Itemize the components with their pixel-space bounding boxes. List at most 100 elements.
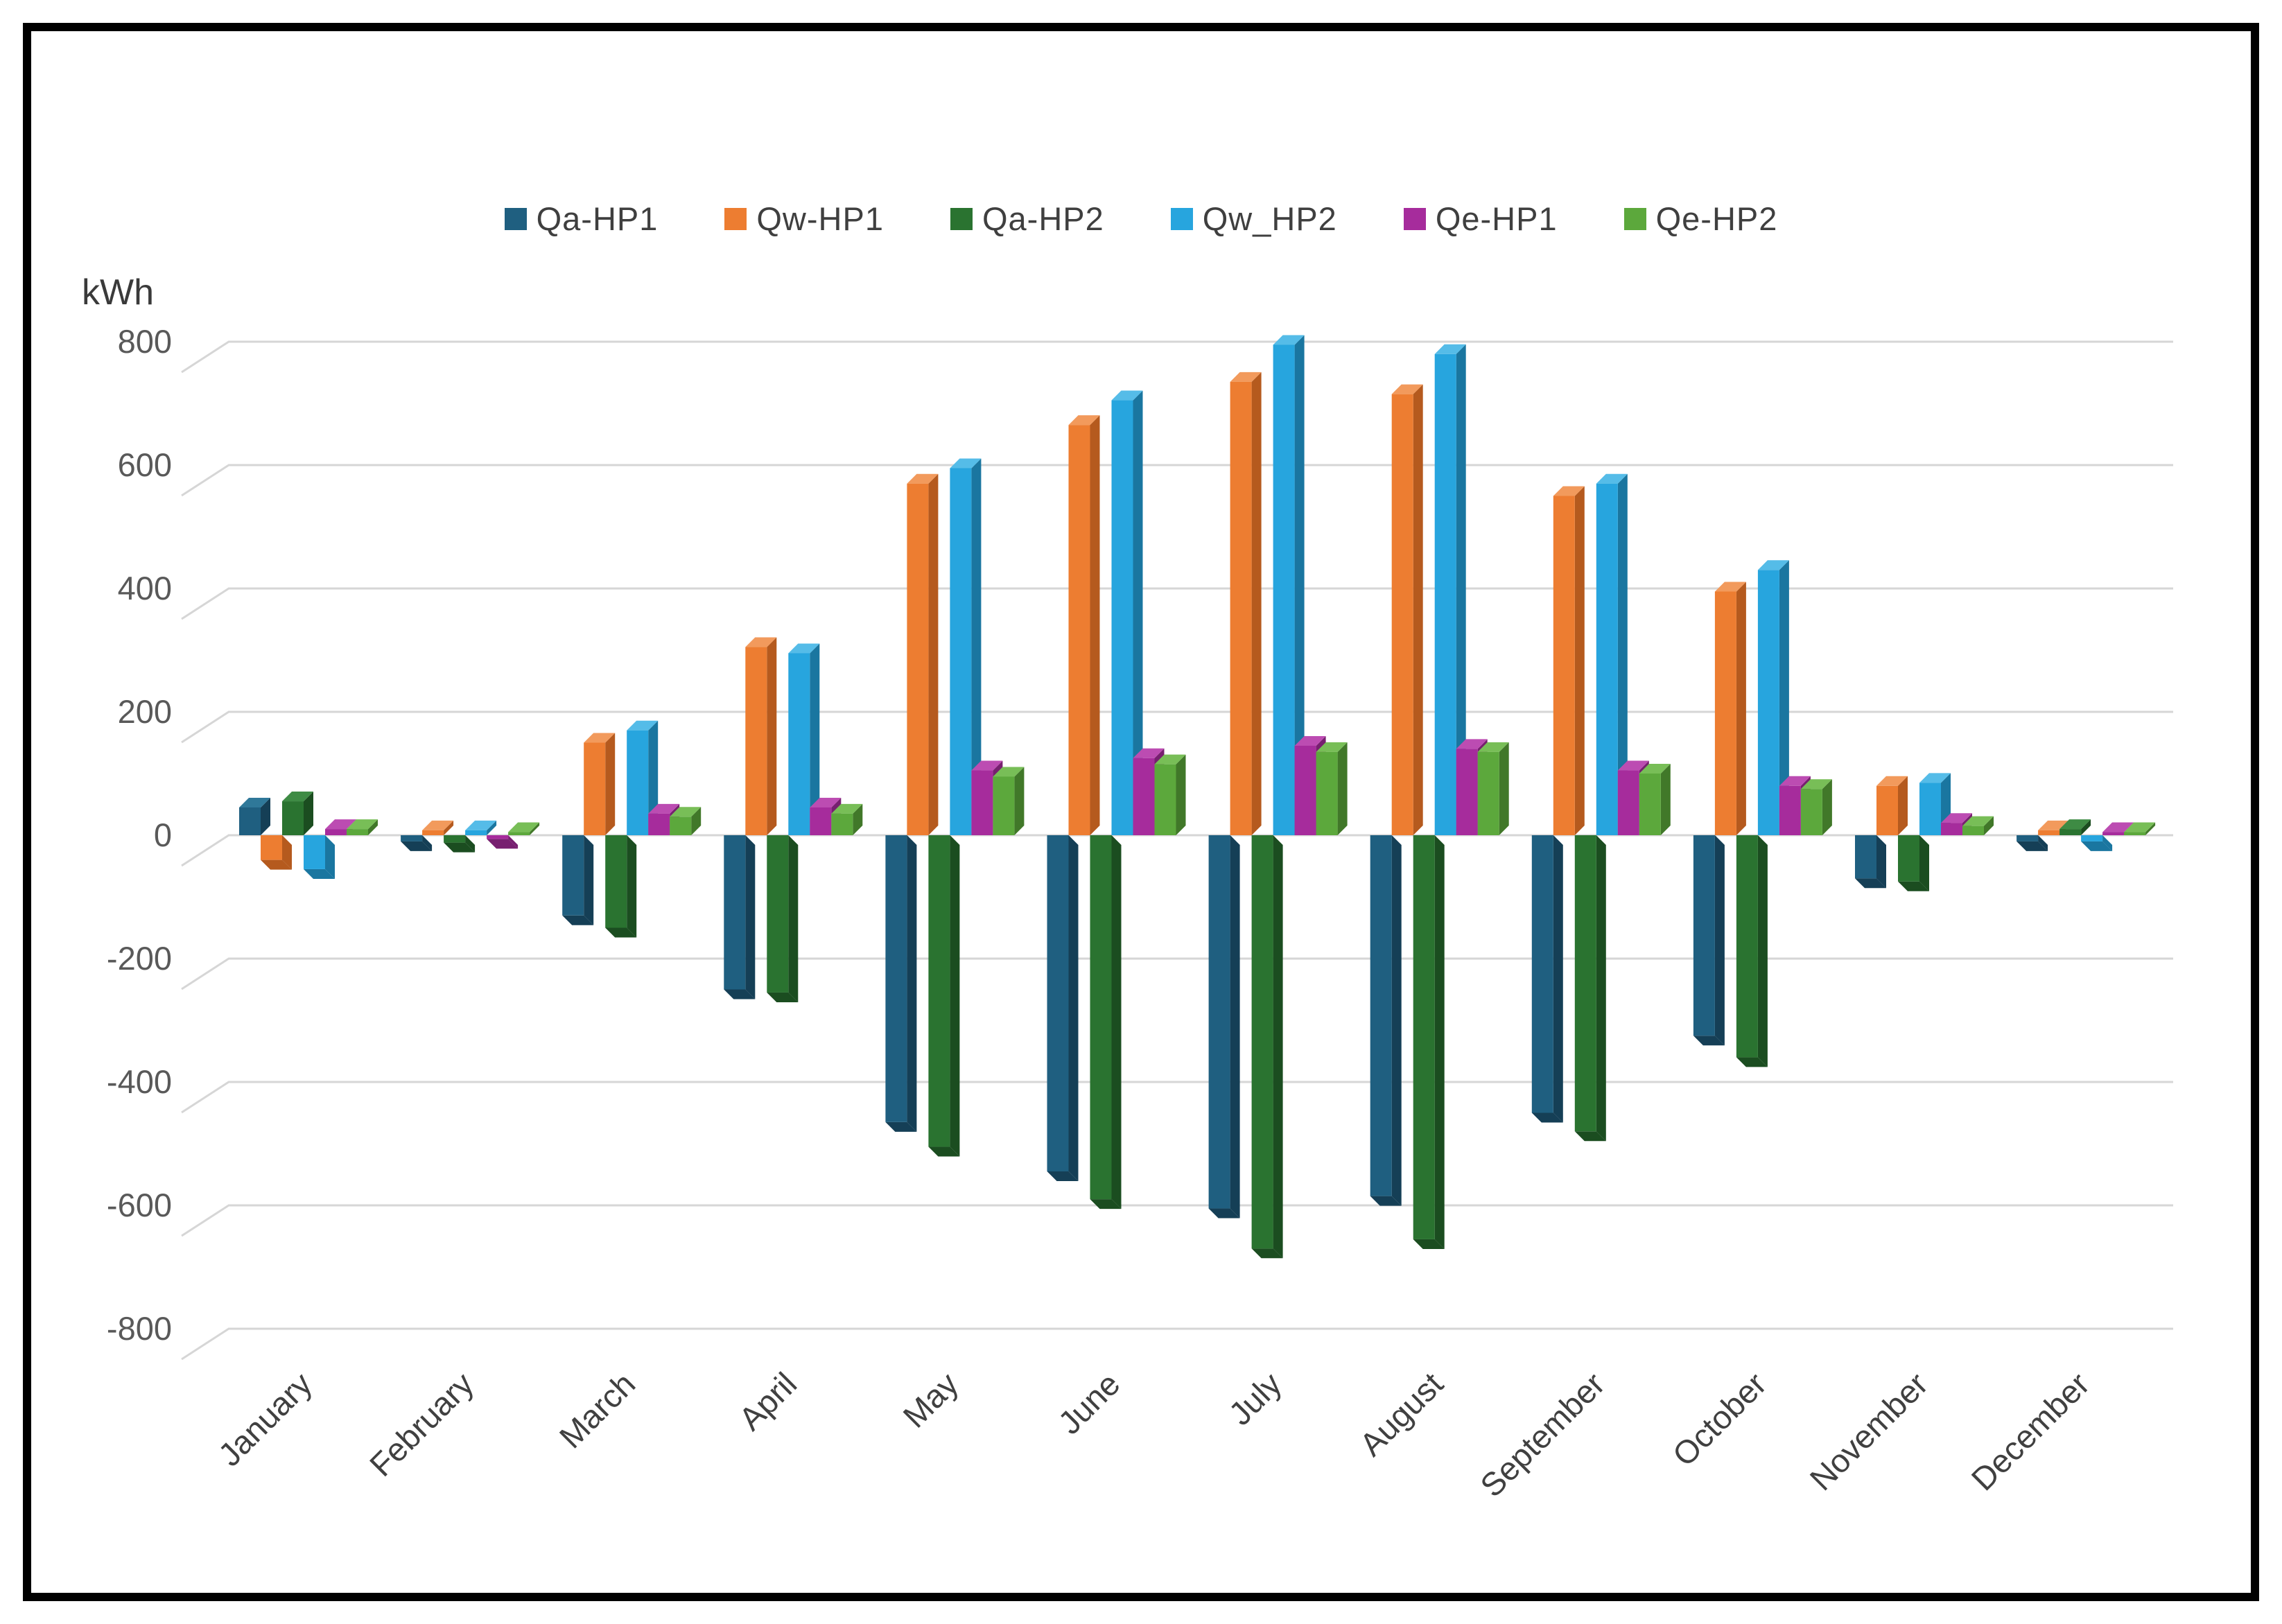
x-axis-month-label: July [1221,1365,1289,1432]
bar-Qa-HP1-April [724,835,756,999]
gridline [181,340,2173,374]
x-axis-month-label: March [552,1365,642,1456]
bar-Qa-HP1-July [1208,835,1240,1219]
y-axis-tick-label: 600 [118,446,172,483]
bar-Qa-HP2-November [1898,835,1929,891]
bar-Qw-HP1-March [584,733,616,835]
legend: Qa-HP1 Qw-HP1 Qa-HP2 Qw_HP2 Qe-HP1 Qe-HP2 [0,200,2282,238]
bar-Qw-HP1-August [1391,384,1423,835]
bar-Qa-HP1-May [885,835,917,1132]
x-axis-month-label: January [211,1365,319,1473]
bar-Qw-HP1-May [907,473,939,835]
gridline [181,1081,2173,1114]
legend-label: Qe-HP2 [1655,200,1778,237]
bar-Qw_HP2-March [627,720,659,835]
bar-Qa-HP2-July [1251,835,1283,1259]
bar-Qw_HP2-February [465,820,497,835]
x-axis-month-label: February [363,1365,481,1483]
bar-Qe-HP2-December [2124,822,2156,835]
bar-Qa-HP1-February [401,835,433,851]
gridline [181,464,2173,497]
x-axis-month-label: May [896,1365,966,1435]
bar-Qe-HP2-February [508,822,540,835]
legend-item-Qe-HP2: Qe-HP2 [1623,200,1778,238]
bar-Qw_HP2-November [1919,773,1951,835]
gridline [181,1327,2173,1361]
bar-Qa-HP2-August [1413,835,1445,1249]
bar-Qa-HP2-June [1090,835,1122,1210]
bar-Qw-HP1-January [261,835,292,870]
x-axis-month-label: September [1473,1365,1612,1504]
y-axis-tick-label: -600 [107,1187,172,1223]
legend-swatch-icon [950,207,973,230]
bar-Qw-HP1-November [1876,776,1908,835]
gridline [181,1204,2173,1237]
gridline [181,587,2173,620]
legend-swatch-icon [1403,207,1426,230]
y-axis-tick-label: -800 [107,1310,172,1347]
legend-label: Qa-HP2 [982,200,1104,237]
bar-Qa-HP2-March [605,835,637,938]
legend-swatch-icon [1623,207,1646,230]
bar-Qa-HP1-October [1693,835,1725,1046]
legend-label: Qe-HP1 [1435,200,1558,237]
bar-Qw-HP1-April [745,637,777,835]
bar-Qw_HP2-June [1111,390,1143,835]
legend-item-Qa-HP1: Qa-HP1 [504,200,659,238]
bar-Qa-HP1-September [1531,835,1563,1123]
bar-Qe-HP2-April [831,803,863,835]
legend-swatch-icon [724,207,747,230]
bar-Qe-HP2-July [1316,742,1348,835]
legend-item-Qw-HP1: Qw-HP1 [724,200,884,238]
bar-Qa-HP1-January [239,797,270,835]
bar-Qa-HP2-February [444,835,476,853]
y-axis-unit-label: kWh [82,272,154,313]
x-axis-month-label: November [1802,1365,1935,1498]
x-axis-month-label: April [731,1365,803,1438]
bar-Qw-HP1-September [1553,486,1585,835]
x-axis-month-label: December [1964,1365,2096,1498]
bar-Qa-HP1-March [562,835,594,925]
x-axis-month-label: June [1051,1365,1127,1442]
legend-label: Qw-HP1 [756,200,884,237]
y-axis-tick-label: -400 [107,1063,172,1100]
y-axis-tick-label: 800 [118,323,172,360]
bar-Qe-HP2-May [993,767,1025,835]
bar-Qw-HP1-July [1230,372,1262,835]
bar-Qw_HP2-October [1757,560,1789,835]
legend-item-Qw_HP2: Qw_HP2 [1170,200,1337,238]
bar-Qa-HP2-April [767,835,799,1002]
bar-Qa-HP2-October [1736,835,1768,1067]
bar-Qw_HP2-January [304,835,335,879]
bar-Qe-HP2-October [1800,779,1832,835]
bar-Qw_HP2-September [1596,473,1628,835]
y-axis-tick-label: 0 [154,817,172,853]
bar-Qw_HP2-August [1434,344,1466,835]
bar-Qa-HP2-January [282,792,313,835]
legend-item-Qa-HP2: Qa-HP2 [950,200,1104,238]
bar-Qe-HP2-August [1477,742,1509,835]
x-axis-month-label: August [1352,1365,1450,1463]
bar-Qw_HP2-April [788,643,820,835]
gridline [181,834,2173,867]
bar-Qa-HP2-May [928,835,960,1157]
bar-Qa-HP2-September [1574,835,1606,1142]
bar-Qe-HP2-January [347,819,378,835]
y-axis-tick-label: -200 [107,940,172,977]
gridline [181,710,2173,744]
bar-Qw-HP1-October [1714,582,1746,835]
legend-swatch-icon [504,207,527,230]
bar-Qw_HP2-December [2081,835,2113,851]
bar-Qw_HP2-July [1273,335,1305,835]
bar-Qe-HP2-November [1962,816,1994,835]
bar-Qa-HP2-December [2059,819,2091,835]
legend-label: Qw_HP2 [1202,200,1337,237]
bar-Qw_HP2-May [950,458,982,835]
legend-item-Qe-HP1: Qe-HP1 [1403,200,1558,238]
x-axis-month-label: October [1665,1365,1773,1474]
bar-Qa-HP1-June [1047,835,1079,1182]
bar-Qe-HP2-September [1639,764,1671,835]
bar-Qa-HP1-November [1855,835,1886,889]
